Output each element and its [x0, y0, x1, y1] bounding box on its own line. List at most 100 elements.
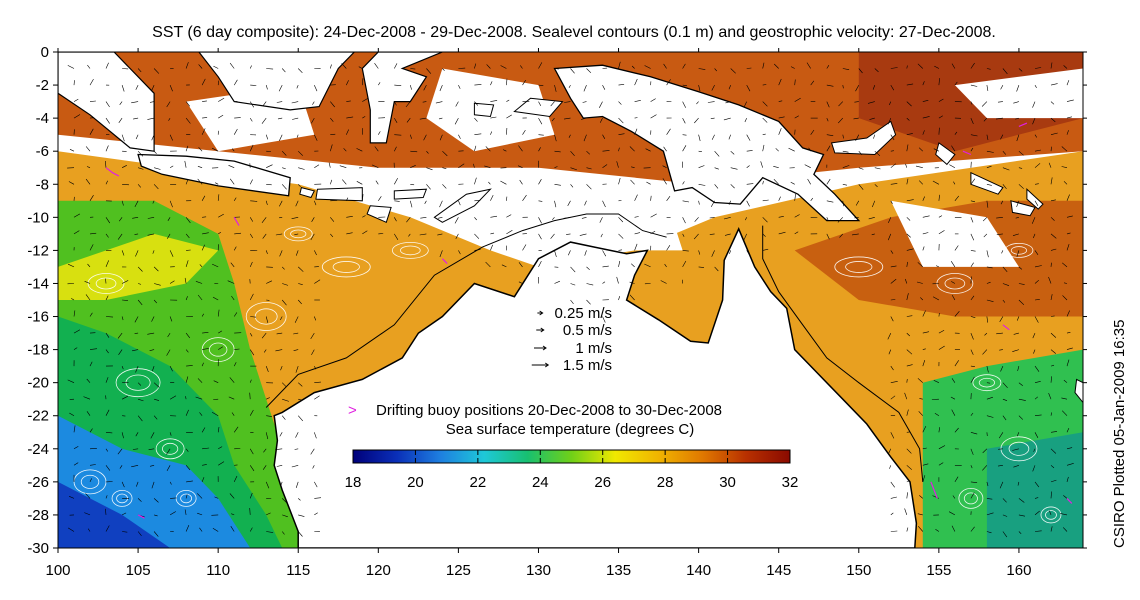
velocity-arrow — [723, 217, 731, 220]
velocity-arrow — [554, 134, 557, 142]
velocity-arrow — [986, 184, 992, 186]
velocity-arrow — [410, 200, 413, 208]
velocity-arrow — [314, 365, 317, 370]
sealevel-contour — [400, 245, 421, 256]
velocity-arrow — [105, 432, 113, 434]
velocity-arrow — [197, 166, 203, 168]
sealevel-contour — [845, 261, 873, 273]
velocity-arrow — [917, 513, 923, 516]
velocity-arrow — [298, 283, 303, 285]
velocity-arrow — [474, 145, 477, 152]
velocity-arrow — [500, 180, 507, 185]
velocity-arrow — [169, 134, 173, 141]
velocity-arrow — [790, 66, 795, 69]
velocity-arrow — [89, 244, 94, 251]
velocity-arrow — [760, 161, 763, 168]
velocity-arrow — [915, 165, 923, 168]
velocity-arrow — [1063, 181, 1068, 185]
velocity-arrow — [291, 465, 299, 468]
y-tick-label: -14 — [27, 275, 49, 292]
velocity-arrow — [986, 316, 988, 323]
velocity-arrow — [682, 233, 685, 237]
velocity-arrow — [166, 101, 171, 108]
velocity-arrow — [454, 217, 459, 224]
borneo-island — [198, 52, 356, 111]
velocity-arrow — [485, 146, 491, 152]
buoy-track — [233, 216, 240, 226]
velocity-arrow — [314, 134, 318, 141]
velocity-arrow — [970, 276, 972, 284]
velocity-arrow — [213, 65, 219, 69]
velocity-arrow — [728, 84, 731, 90]
velocity-arrow — [794, 214, 800, 218]
velocity-arrow — [538, 117, 543, 125]
velocity-arrow — [249, 179, 253, 185]
velocity-arrow — [1016, 432, 1020, 437]
sealevel-contour — [245, 302, 287, 331]
velocity-arrow — [1050, 132, 1058, 135]
velocity-arrow — [202, 100, 207, 102]
velocity-arrow — [986, 366, 989, 373]
velocity-arrow — [1048, 276, 1052, 284]
velocity-arrow — [682, 250, 689, 252]
velocity-arrow — [873, 134, 876, 139]
velocity-arrow — [631, 166, 635, 168]
velocity-arrow — [581, 217, 587, 219]
velocity-arrow — [358, 66, 363, 69]
velocity-arrow — [201, 427, 206, 433]
velocity-arrow — [73, 462, 79, 466]
velocity-arrow — [634, 78, 638, 86]
sealevel-contour — [155, 438, 185, 460]
velocity-arrow — [538, 134, 544, 136]
velocity-arrow — [169, 250, 174, 257]
velocity-arrow — [566, 233, 571, 235]
velocity-arrow — [506, 214, 512, 218]
velocity-arrow — [1000, 84, 1004, 90]
velocity-arrow — [602, 281, 606, 284]
velocity-arrow — [1061, 166, 1068, 168]
velocity-arrow — [85, 178, 91, 185]
velocity-arrow — [746, 165, 750, 168]
velocity-arrow — [1034, 84, 1037, 88]
velocity-arrow — [330, 179, 333, 185]
velocity-arrow — [346, 116, 354, 119]
velocity-arrow — [634, 117, 638, 119]
velocity-arrow — [905, 278, 908, 284]
velocity-arrow — [1018, 531, 1022, 535]
velocity-arrow — [69, 149, 75, 152]
velocity-arrow — [314, 497, 322, 499]
sealevel-contour — [115, 368, 161, 398]
velocity-legend-label: 1.5 m/s — [563, 357, 612, 374]
velocity-arrow — [1066, 463, 1074, 466]
velocity-arrow — [1034, 163, 1041, 168]
velocity-arrow — [554, 280, 561, 284]
velocity-arrow — [281, 415, 286, 420]
velocity-arrow — [618, 147, 620, 152]
velocity-arrow — [1034, 183, 1039, 185]
velocity-legend-arrowhead — [539, 310, 544, 316]
velocity-arrow — [538, 260, 542, 268]
velocity-arrow — [250, 316, 257, 318]
velocity-arrow — [362, 116, 366, 119]
velocity-arrow — [153, 150, 157, 154]
velocity-arrow — [682, 200, 690, 203]
velocity-arrow — [586, 184, 592, 190]
velocity-arrow — [153, 68, 160, 74]
velocity-arrow — [249, 117, 253, 122]
colorbar-tick-label: 32 — [782, 474, 799, 491]
velocity-arrow — [202, 216, 207, 218]
velocity-arrow — [117, 233, 123, 240]
velocity-arrow — [645, 148, 651, 152]
velocity-arrow — [105, 101, 110, 108]
velocity-arrow — [330, 144, 333, 152]
velocity-arrow — [150, 432, 155, 439]
velocity-arrow — [586, 299, 591, 305]
velocity-arrow — [842, 134, 844, 139]
velocity-arrow — [490, 100, 498, 102]
velocity-arrow — [810, 197, 814, 201]
velocity-arrow — [184, 160, 187, 168]
velocity-arrow — [201, 362, 204, 367]
velocity-arrow — [999, 316, 1004, 322]
velocity-arrow — [1063, 379, 1068, 383]
velocity-arrow — [982, 217, 988, 222]
